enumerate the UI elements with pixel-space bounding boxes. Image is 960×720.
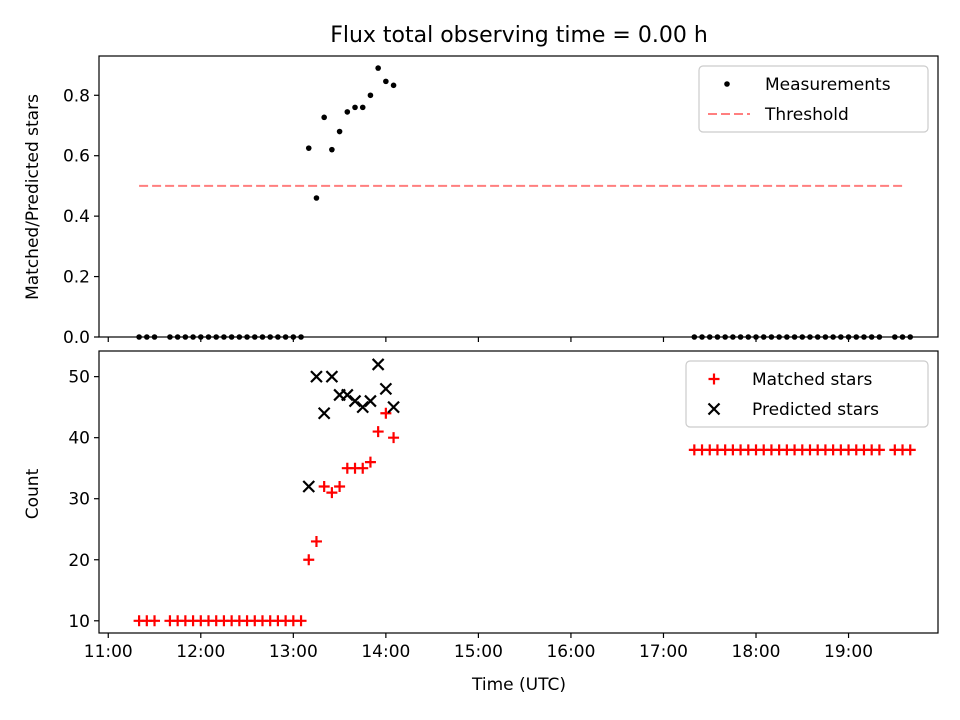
measurement-point — [367, 92, 374, 99]
predicted-star-point — [341, 388, 354, 402]
predicted-star-point — [348, 394, 362, 408]
top-plot-frame — [98, 55, 939, 338]
bottom-y-tick-label: 20 — [68, 551, 90, 571]
matched-star-point — [334, 481, 346, 493]
top-panel: 0.0 0.2 0.4 0.6 0.8 Measurements Threshold — [63, 55, 939, 348]
x-axis-label: Time (UTC) — [471, 675, 566, 695]
measurement-point — [390, 82, 397, 89]
top-y-axis-label: Matched/Predicted stars — [23, 94, 43, 300]
matched-star-point — [873, 444, 885, 456]
predicted-star-point — [310, 370, 323, 383]
bottom-panel: 11:00 12:00 13:00 14:00 15:00 16:00 17:00 18:00… — [68, 350, 939, 662]
x-tick-label: 18:00 — [732, 642, 781, 662]
matched-star-point — [303, 554, 315, 566]
matched-star-point — [364, 456, 376, 468]
bottom-y-tick-label: 30 — [68, 490, 90, 510]
x-tick-label: 17:00 — [639, 642, 688, 662]
predicted-star-point — [387, 400, 400, 414]
legend-matched-swatch — [708, 373, 720, 385]
predicted-star-point — [317, 406, 331, 420]
bottom-legend — [685, 360, 929, 428]
matched-star-point — [310, 535, 322, 547]
measurement-point — [313, 195, 320, 201]
matched-star-point — [326, 487, 338, 499]
measurement-point — [352, 104, 358, 111]
matched-star-point — [357, 462, 369, 474]
legend-entry-label: Threshold — [764, 105, 849, 125]
measurement-point — [383, 78, 389, 85]
matched-star-point — [318, 481, 330, 493]
measurement-point — [344, 109, 351, 115]
top-y-tick-label: 0.0 — [63, 328, 90, 348]
x-tick-label: 13:00 — [269, 642, 318, 662]
predicted-star-point — [356, 400, 370, 414]
predicted-star-point — [364, 394, 377, 408]
legend-predicted-swatch — [707, 402, 721, 416]
x-tick-label: 16:00 — [546, 642, 595, 662]
x-tick-label: 11:00 — [84, 642, 133, 662]
matched-star-point — [149, 615, 161, 627]
legend-entry-label: Matched stars — [752, 370, 872, 390]
top-y-tick-label: 0.4 — [63, 207, 90, 227]
bottom-y-tick-label: 50 — [68, 368, 90, 388]
predicted-star-point — [371, 358, 385, 371]
bottom-y-axis-label: Count — [23, 468, 43, 519]
matched-star-point — [904, 444, 916, 456]
bottom-plot-frame — [98, 350, 939, 634]
predicted-star-point — [325, 370, 339, 383]
measurement-point — [329, 146, 335, 153]
measurement-point — [359, 104, 366, 111]
top-legend — [698, 65, 929, 133]
bottom-y-tick-label: 40 — [68, 429, 90, 449]
predicted-star-point — [379, 382, 393, 396]
chart-title: Flux total observing time = 0.00 h — [330, 23, 708, 48]
legend-entry-label: Measurements — [765, 75, 891, 95]
measurement-point — [336, 128, 343, 135]
measurement-point — [305, 145, 312, 151]
x-tick-label: 14:00 — [361, 642, 410, 662]
bottom-y-tick-label: 10 — [68, 612, 90, 632]
x-tick-label: 15:00 — [454, 642, 503, 662]
predicted-star-point — [302, 480, 316, 493]
matched-star-point — [295, 615, 307, 627]
matched-star-point — [372, 426, 384, 438]
top-y-tick-label: 0.6 — [63, 147, 90, 167]
matched-star-point — [388, 432, 400, 444]
legend-entry-label: Predicted stars — [752, 400, 879, 420]
x-tick-label: 19:00 — [824, 642, 873, 662]
measurement-point — [375, 65, 381, 71]
matched-star-point — [380, 407, 392, 419]
x-tick-label: 12:00 — [176, 642, 225, 662]
measurement-point — [321, 114, 327, 121]
legend-measurement-swatch — [724, 81, 730, 87]
top-y-tick-label: 0.8 — [63, 86, 90, 106]
top-y-tick-label: 0.2 — [63, 268, 90, 288]
